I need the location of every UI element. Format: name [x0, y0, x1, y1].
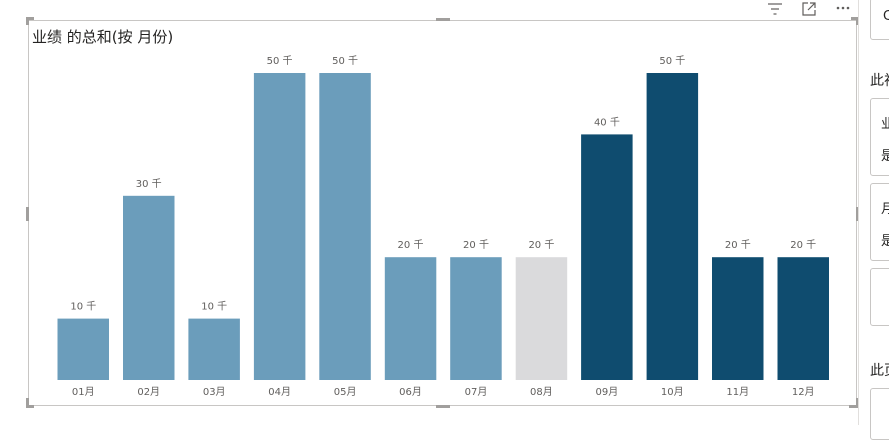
bar-11月[interactable]	[712, 257, 764, 380]
section-label-visual-filters: 此视	[870, 73, 889, 89]
filter-card-2-value: 是	[881, 234, 889, 249]
x-tick-08月: 08月	[530, 386, 553, 398]
resize-handle-top-right[interactable]	[851, 17, 859, 20]
x-tick-01月: 01月	[72, 386, 95, 398]
filters-pane: C 此视 业 是 月 是 此页	[858, 0, 889, 440]
resize-handle-left[interactable]	[26, 207, 29, 221]
filter-card-1-value: 是	[881, 149, 889, 164]
resize-handle-bottom-left[interactable]	[26, 405, 34, 408]
x-tick-09月: 09月	[596, 386, 619, 398]
bar-04月[interactable]	[253, 73, 306, 380]
x-tick-10月: 10月	[661, 386, 684, 398]
more-options-icon[interactable]	[834, 0, 852, 18]
x-tick-03月: 03月	[203, 386, 226, 398]
x-tick-06月: 06月	[399, 386, 422, 398]
pane-divider	[858, 0, 859, 425]
bar-01月[interactable]	[57, 318, 110, 380]
bar-10月[interactable]	[646, 73, 699, 380]
resize-handle-top-left[interactable]	[26, 17, 29, 25]
resize-handle-top-left[interactable]	[26, 17, 34, 20]
data-label-03月: 10 千	[201, 301, 227, 313]
filter-icon[interactable]	[766, 0, 784, 18]
data-label-11月: 20 千	[725, 239, 751, 251]
filter-card-1-title: 业	[881, 117, 889, 132]
bar-02月[interactable]	[123, 195, 175, 380]
bar-09月[interactable]	[581, 134, 633, 380]
data-label-12月: 20 千	[790, 239, 816, 251]
data-label-05月: 50 千	[332, 55, 358, 67]
data-label-04月: 50 千	[267, 55, 293, 67]
resize-handle-right[interactable]	[856, 207, 859, 221]
data-label-09月: 40 千	[594, 116, 620, 128]
search-box-char: C	[883, 9, 889, 24]
resize-handle-bottom-right[interactable]	[856, 398, 859, 408]
x-tick-05月: 05月	[334, 386, 357, 398]
filter-card-2-title: 月	[881, 202, 889, 217]
data-label-08月: 20 千	[528, 239, 554, 251]
x-tick-11月: 11月	[726, 386, 749, 398]
chart-title: 业绩 的总和(按 月份)	[32, 28, 174, 46]
x-tick-07月: 07月	[465, 386, 488, 398]
bar-08月[interactable]	[515, 257, 568, 380]
bar-06月[interactable]	[384, 257, 437, 380]
visual-header-toolbar	[760, 0, 855, 18]
page-filter-well[interactable]	[870, 388, 889, 440]
x-tick-12月: 12月	[792, 386, 815, 398]
bar-07月[interactable]	[450, 257, 502, 380]
filter-card-2[interactable]: 月 是	[870, 183, 889, 261]
resize-handle-bottom[interactable]	[436, 405, 450, 408]
focus-mode-icon[interactable]	[800, 0, 818, 18]
section-label-page-filters: 此页	[870, 363, 889, 379]
resize-handle-bottom-left[interactable]	[26, 398, 29, 408]
search-box[interactable]: C	[870, 0, 889, 40]
x-tick-04月: 04月	[268, 386, 291, 398]
bar-03月[interactable]	[188, 318, 240, 380]
data-label-10月: 50 千	[659, 55, 685, 67]
bar-chart: 10 千 01月 30 千 02月 10 千 03月 50 千 04月 50 千 05月 20 千 0…	[57, 55, 830, 398]
data-label-07月: 20 千	[463, 239, 489, 251]
x-tick-02月: 02月	[137, 386, 160, 398]
resize-handle-top[interactable]	[436, 18, 450, 21]
add-filter-well[interactable]	[870, 268, 889, 326]
bar-12月[interactable]	[777, 257, 830, 380]
data-label-06月: 20 千	[398, 239, 424, 251]
filter-card-1[interactable]: 业 是	[870, 98, 889, 176]
resize-handle-bottom-right[interactable]	[849, 405, 859, 408]
bar-05月[interactable]	[319, 73, 371, 380]
resize-handle-top-right[interactable]	[856, 17, 859, 25]
data-label-01月: 10 千	[70, 301, 96, 313]
data-label-02月: 30 千	[136, 178, 162, 190]
